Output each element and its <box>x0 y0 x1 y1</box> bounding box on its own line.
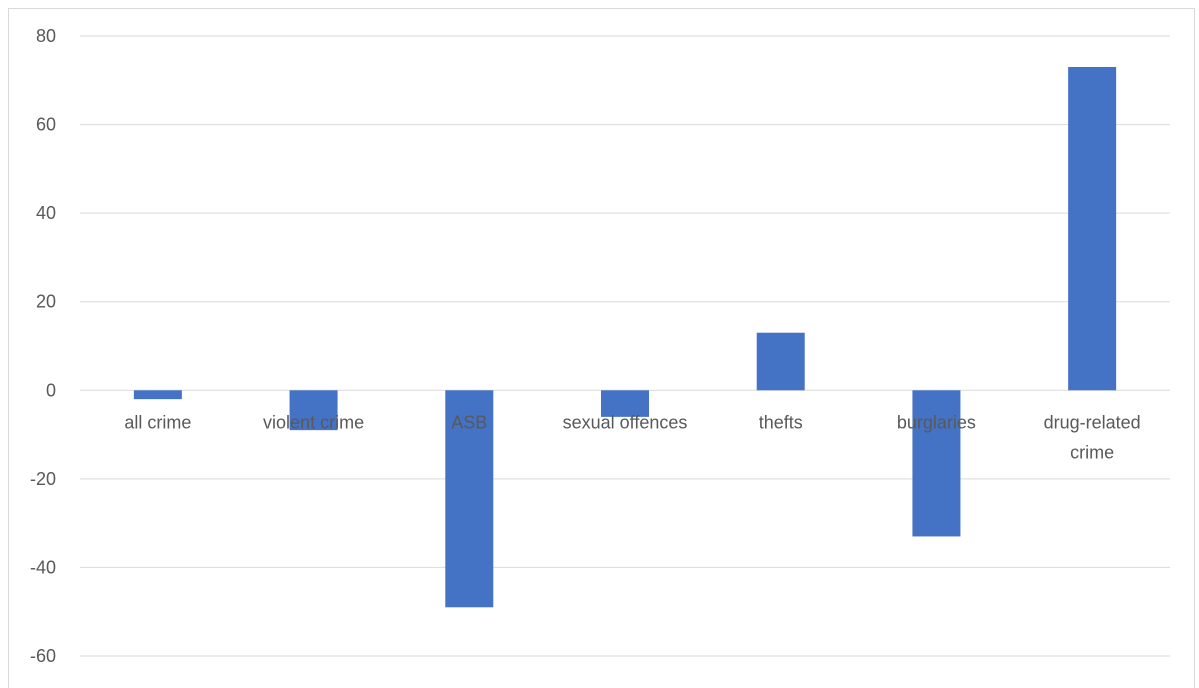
bar <box>756 332 805 391</box>
bar <box>445 390 494 608</box>
bar <box>1068 67 1117 391</box>
category-label: burglaries <box>897 412 976 432</box>
y-tick-label: 20 <box>36 292 56 312</box>
y-tick-label: 80 <box>36 26 56 46</box>
y-tick-label: -20 <box>30 469 56 489</box>
y-tick-label: 0 <box>46 380 56 400</box>
gridlines <box>80 35 1170 657</box>
y-tick-label: 60 <box>36 115 56 135</box>
y-tick-label: 40 <box>36 203 56 223</box>
category-label: thefts <box>759 412 803 432</box>
category-label: ASB <box>451 412 487 432</box>
category-label: sexual offences <box>563 412 688 432</box>
y-tick-label: -40 <box>30 557 56 577</box>
bar <box>289 390 338 431</box>
bar <box>912 390 961 537</box>
bar <box>601 390 649 417</box>
category-label: all crime <box>124 412 191 432</box>
category-labels: all crime violent crime ASB sexual offences… <box>124 412 1140 462</box>
category-label: violent crime <box>263 412 364 432</box>
bars <box>133 67 1117 608</box>
category-label: drug-related crime <box>1044 412 1141 462</box>
bar <box>133 390 182 400</box>
chart-frame <box>8 8 1195 688</box>
y-axis-tick-labels: 80 60 40 20 0 -20 -40 -60 <box>30 26 56 666</box>
y-tick-label: -60 <box>30 646 56 666</box>
